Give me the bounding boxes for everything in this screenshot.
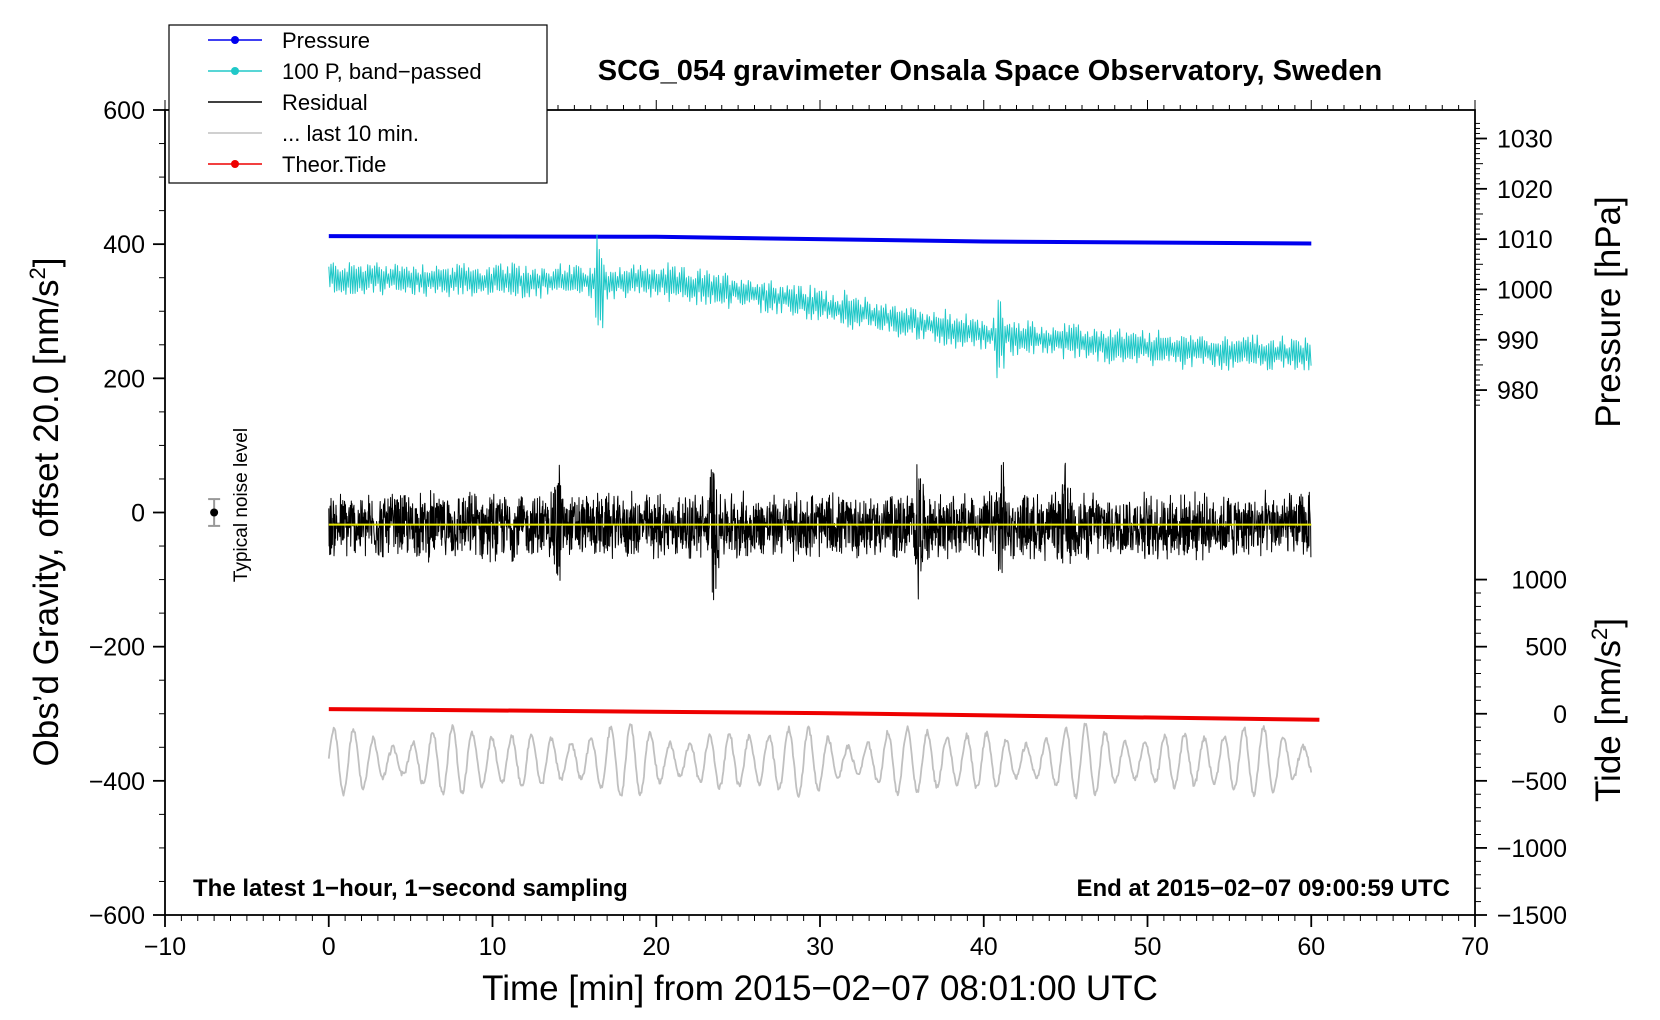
noise-marker [208,498,221,527]
legend: Pressure 100 P, band−passed Residual ... la… [168,24,548,184]
theor-tide-line [328,707,1320,722]
y-tick-label: −600 [89,902,145,930]
legend-marker-100-p-band-passed [231,67,239,75]
legend-marker-theor-tide [231,160,239,168]
legend-label-pressure: Pressure [282,28,370,53]
pressure-tick-label: 1030 [1497,126,1553,154]
x-tick-label: 60 [1297,933,1325,961]
x-axis-label: Time [min] from 2015−02−07 08:01:00 UTC [482,969,1158,1008]
tide-tick-label: 500 [1525,634,1567,662]
tide-axis-label-main: Tide [nm/s [1589,640,1628,802]
x-tick-label: 40 [970,933,998,961]
tide-tick-label: 1000 [1511,567,1567,595]
y-axis-ticks: −600 −400 −200 0 200 400 600 [89,97,165,930]
tide-axis-label-end: ] [1589,618,1628,628]
legend-label-theor-tide: Theor.Tide [282,152,386,177]
x-tick-label: 0 [322,933,336,961]
x-tick-label: 20 [642,933,670,961]
x-tick-label: −10 [144,933,186,961]
noise-label: Typical noise level [231,428,252,582]
residual-line [328,462,1312,601]
series-layer [327,234,1320,800]
100-p-band-passed-line [328,234,1312,379]
legend-marker-pressure [231,36,239,44]
noise-dot [210,508,219,517]
y-axis-label-main: Obs’d Gravity, offset 20.0 [nm/s [27,280,66,767]
y-axis-label-end: ] [27,258,66,268]
pressure-tick-label: 1020 [1497,176,1553,204]
legend-box [168,24,548,184]
x-axis-ticks: −10 0 10 20 30 40 50 60 70 [144,915,1489,961]
y-tick-label: 0 [131,500,145,528]
tide-axis-label: Tide [nm/s2] [1587,618,1628,802]
tide-tick-label: −1000 [1497,835,1567,863]
x-tick-label: 10 [479,933,507,961]
legend-label-residual: Residual [282,90,368,115]
x-tick-label: 30 [806,933,834,961]
pressure-tick-label: 980 [1497,377,1539,405]
tide-axis-ticks: −1500 −1000 −500 0 500 1000 [1475,567,1567,930]
tide-tick-label: −1500 [1497,902,1567,930]
pressure-axis-label: Pressure [hPa] [1589,196,1628,428]
tide-tick-label: 0 [1553,701,1567,729]
pressure-line [328,234,1312,246]
last-10-min-line [327,722,1313,800]
y-tick-label: 400 [103,231,145,259]
x-tick-label: 50 [1134,933,1162,961]
y-tick-label: −200 [89,634,145,662]
y-axis-label-sup: 2 [25,267,50,279]
legend-label-last-10-min: ... last 10 min. [282,121,419,146]
y-tick-label: −400 [89,768,145,796]
y-tick-label: 600 [103,97,145,125]
y-tick-label: 200 [103,365,145,393]
tide-tick-label: −500 [1511,768,1567,796]
pressure-tick-label: 1000 [1497,276,1553,304]
legend-label-100-p-band-passed: 100 P, band−passed [282,59,482,84]
tide-axis-label-sup: 2 [1587,628,1612,640]
pressure-tick-label: 1010 [1497,226,1553,254]
pressure-tick-label: 990 [1497,327,1539,355]
y-axis-label: Obs’d Gravity, offset 20.0 [nm/s2] [25,258,66,767]
note-right: End at 2015−02−07 09:00:59 UTC [1076,875,1450,902]
chart-title: SCG_054 gravimeter Onsala Space Observat… [598,55,1382,87]
note-left: The latest 1−hour, 1−second sampling [193,875,628,902]
x-tick-label: 70 [1461,933,1489,961]
pressure-axis-ticks: 980 990 1000 1010 1020 1030 [1475,122,1553,406]
